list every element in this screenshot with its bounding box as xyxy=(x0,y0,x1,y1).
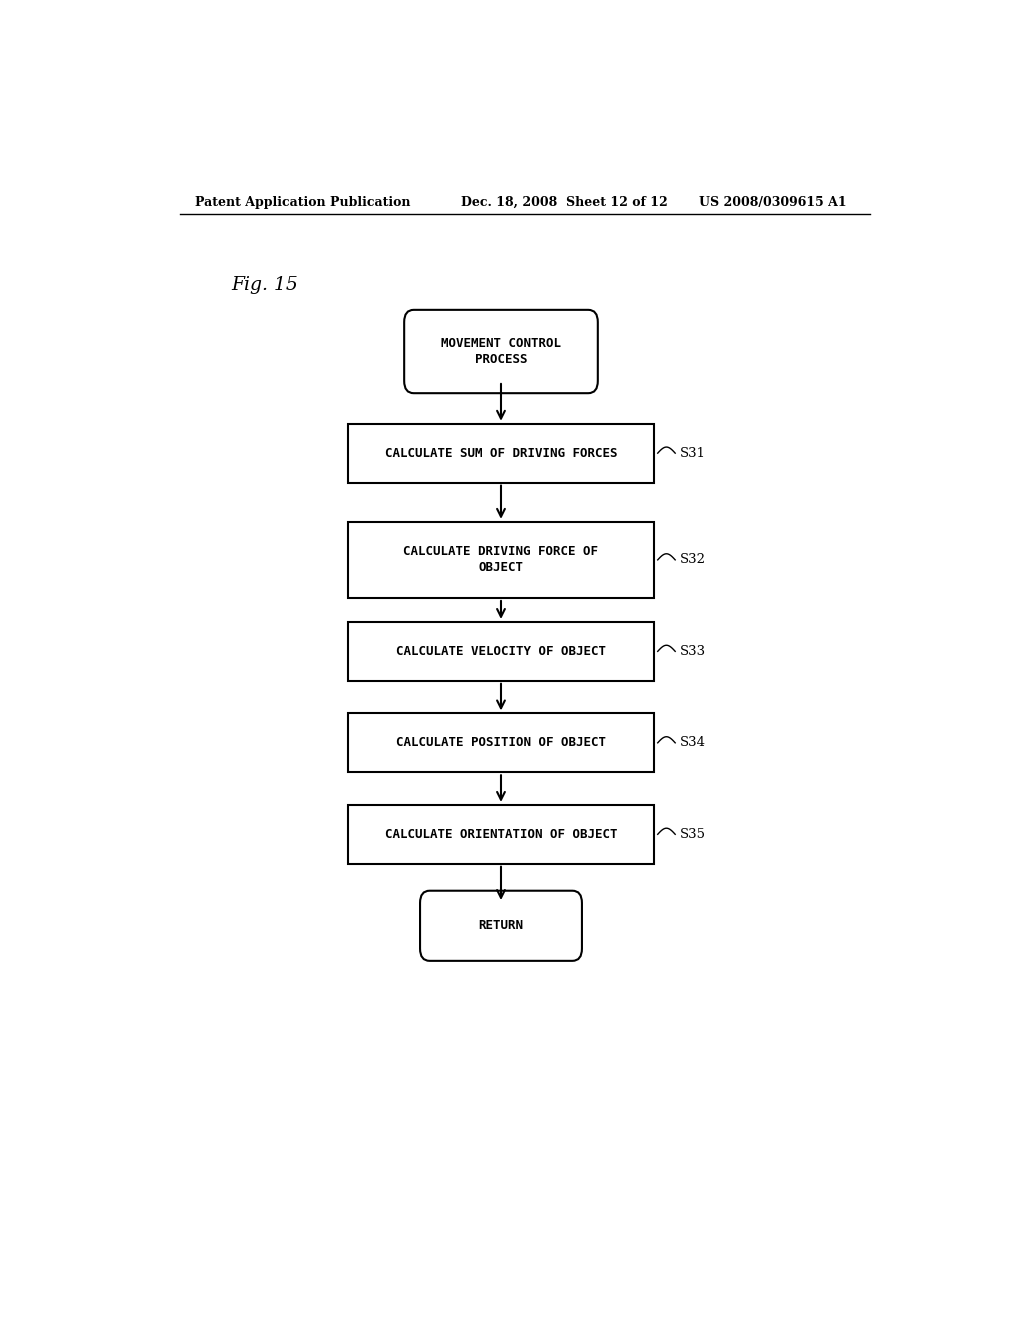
Bar xyxy=(348,622,653,681)
Text: CALCULATE VELOCITY OF OBJECT: CALCULATE VELOCITY OF OBJECT xyxy=(396,645,606,657)
Text: S32: S32 xyxy=(680,553,706,566)
FancyBboxPatch shape xyxy=(404,310,598,393)
Text: S33: S33 xyxy=(680,645,707,657)
Text: S34: S34 xyxy=(680,737,706,750)
Bar xyxy=(348,713,653,772)
Text: Patent Application Publication: Patent Application Publication xyxy=(196,195,411,209)
Bar xyxy=(348,805,653,863)
Text: MOVEMENT CONTROL
PROCESS: MOVEMENT CONTROL PROCESS xyxy=(441,337,561,366)
Text: Fig. 15: Fig. 15 xyxy=(231,276,298,294)
Text: Dec. 18, 2008  Sheet 12 of 12: Dec. 18, 2008 Sheet 12 of 12 xyxy=(461,195,668,209)
Text: US 2008/0309615 A1: US 2008/0309615 A1 xyxy=(699,195,847,209)
FancyBboxPatch shape xyxy=(420,891,582,961)
Bar xyxy=(348,521,653,598)
Text: S31: S31 xyxy=(680,446,706,459)
Text: CALCULATE POSITION OF OBJECT: CALCULATE POSITION OF OBJECT xyxy=(396,737,606,750)
Text: RETURN: RETURN xyxy=(478,919,523,932)
Text: CALCULATE SUM OF DRIVING FORCES: CALCULATE SUM OF DRIVING FORCES xyxy=(385,446,617,459)
Bar xyxy=(348,424,653,483)
Text: S35: S35 xyxy=(680,828,706,841)
Text: CALCULATE ORIENTATION OF OBJECT: CALCULATE ORIENTATION OF OBJECT xyxy=(385,828,617,841)
Text: CALCULATE DRIVING FORCE OF
OBJECT: CALCULATE DRIVING FORCE OF OBJECT xyxy=(403,545,598,574)
